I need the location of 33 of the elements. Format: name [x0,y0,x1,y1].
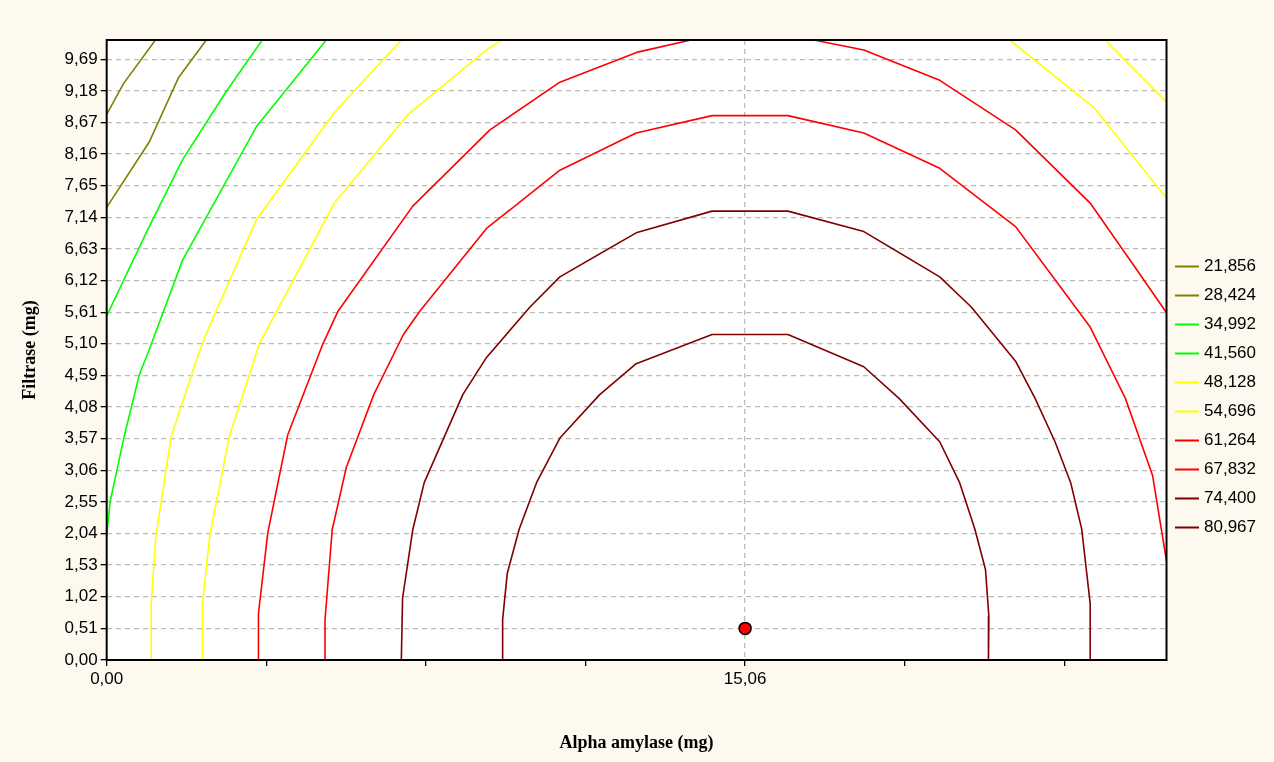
legend-label: 28,424 [1204,285,1256,305]
y-tick-label: 3,06 [64,459,98,479]
y-tick-label: 8,16 [64,143,98,163]
y-tick-label: 4,08 [64,396,98,416]
y-tick-label: 7,14 [64,207,98,227]
x-tick-label: 15,06 [723,668,767,688]
y-tick-label: 6,12 [64,270,98,290]
y-tick-label: 2,55 [64,491,98,511]
y-tick-label: 0,51 [64,618,98,638]
y-tick-label: 0,00 [64,649,98,669]
y-tick-label: 3,57 [64,428,98,448]
y-tick-label: 9,18 [64,80,98,100]
legend-label: 41,560 [1204,343,1256,363]
y-tick-label: 6,63 [64,238,98,258]
x-axis-title: Alpha amylase (mg) [559,731,714,753]
legend-label: 21,856 [1204,256,1256,276]
legend-label: 54,696 [1204,401,1256,421]
y-tick-label: 1,02 [64,586,98,606]
y-tick-label: 2,04 [64,523,98,543]
legend-label: 74,400 [1204,488,1256,508]
y-tick-label: 4,59 [64,365,98,385]
legend-label: 80,967 [1204,517,1256,537]
y-tick-label: 5,61 [64,301,98,321]
y-axis-title: Filtrase (mg) [19,300,41,400]
y-tick-label: 8,67 [64,112,98,132]
legend-label: 48,128 [1204,372,1256,392]
y-tick-label: 1,53 [64,554,98,574]
legend-label: 34,992 [1204,314,1256,334]
y-tick-label: 9,69 [64,48,98,68]
legend-label: 61,264 [1204,430,1256,450]
legend-label: 67,832 [1204,459,1256,479]
y-tick-label: 7,65 [64,175,98,195]
y-tick-label: 5,10 [64,333,98,353]
